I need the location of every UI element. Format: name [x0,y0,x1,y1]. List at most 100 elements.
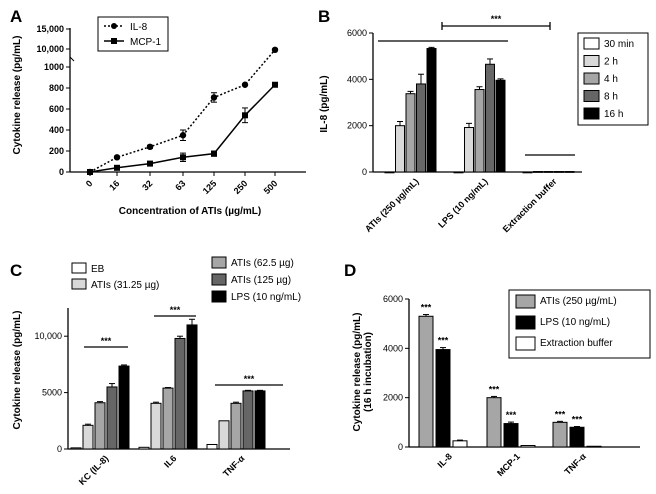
panel-a-legend-label-mcp-1: MCP-1 [130,37,162,48]
panel-d-bar-mcp-1-atis-250-g-ml [486,397,502,448]
panel-a-xtick-label: 16 [107,178,121,192]
panel-b-bar-atis-250-g-ml-4-h [405,93,416,173]
legend-swatch-4-h [583,72,600,85]
panel-a-ytick-label: 600 [49,104,64,114]
panel-c-bar-il6-atis-31-25-g [150,402,162,450]
panel-b-xtick-label: LPS (10 ng/mL) [436,176,489,229]
panel-c-bar-il6-atis-62-5-g [162,387,174,450]
panel-c-bar-kc-il-8-eb [70,447,82,450]
panel-a-xlabel: Concentration of ATIs (µg/mL) [119,206,261,217]
legend-swatch-atis-62-5-g [211,256,227,269]
panel-d-bar-il-8-atis-250-g-ml [418,315,434,448]
panel-d-bar-il-8-extraction-buffer [452,440,468,448]
panel-a-xtick-label: 0 [84,178,95,189]
panel-c-bar-tnf-atis-125-g [242,390,254,450]
panel-c-ylabel: Cytokine release (pg/mL) [12,311,23,430]
panel-b-ytick-label: 4000 [347,74,367,84]
legend-swatch-extraction-buffer [515,336,536,351]
panel-b-ytick-label: 2000 [347,121,367,131]
panel-a-point-il-8 [241,81,249,88]
panel-a-legend-marker-mcp-1 [111,38,117,44]
panel-c-ytick-label: 10,000 [34,331,62,341]
panel-b-bar-lps-10-ng-ml-30-min [453,171,464,174]
panel-a-xtick-label: 500 [262,178,280,196]
panel-c-bar-kc-il-8-atis-31-25-g [82,424,94,450]
panel-d-bar-tnf-lps-10-ng-ml [569,426,585,448]
panel-b-xtick-label: Extraction buffer [501,176,559,234]
panel-c-xtick-label: KC (IL-8) [77,453,111,487]
panel-a-xtick-label: 250 [232,178,250,196]
panel-d-bar-mcp-1-lps-10-ng-ml [503,423,519,448]
panel-d-ylabel: Cytokine release (pg/mL) [352,313,363,432]
panel-b-ytick-label: 6000 [347,28,367,38]
panel-d-xtick-label: IL-8 [436,451,454,469]
panel-c-bar-tnf-atis-62-5-g [230,402,242,450]
panel-d-significance: *** [421,303,432,313]
panel-b-bar-extraction-buffer-30-min [522,171,533,174]
panel-b-bar-lps-10-ng-ml-4-h [474,89,485,173]
legend-label-30-min: 30 min [604,39,634,50]
panel-c-significance: *** [244,374,255,384]
legend-label-extraction-buffer: Extraction buffer [540,338,613,349]
legend-label-atis-250-g-ml: ATIs (250 µg/mL) [540,296,617,307]
panel-a-xtick-label: 125 [201,178,219,196]
panel-a-ytick-label: 800 [49,83,64,93]
legend-label-8-h: 8 h [604,92,618,103]
panel-b-xtick-label: ATIs (250 µg/mL) [363,176,421,234]
panel-c-significance: *** [101,336,112,346]
panel-a-point-mcp-1 [114,164,120,171]
panel-a-ytick-label: 200 [49,146,64,156]
panel-a-line-chart: 0 200 400 600 800 1000 10,000 15,000 0 16 32 63 125 2… [36,16,306,196]
panel-b-bar-atis-250-g-ml-8-h [416,83,426,173]
panel-a-ytick-label: 15,000 [36,24,64,34]
panel-a-xtick-label: 63 [173,178,187,192]
panel-b-bar-extraction-buffer-4-h [543,171,554,173]
panel-c-bar-il6-lps-10-ng-ml [186,324,198,450]
panel-c-xtick-label: TNF-α [221,453,247,479]
panel-d-bar-tnf-atis-250-g-ml [552,421,568,448]
panel-letter-c: C [10,261,22,280]
panel-d-bar-mcp-1-extraction-buffer [520,445,536,448]
panel-a-axis-break [69,56,75,62]
panel-a-ytick-label: 1000 [44,62,64,72]
legend-swatch-atis-31-25-g [71,278,87,290]
panel-c-xtick-label: IL6 [162,453,178,469]
panel-c-ytick-label: 0 [57,444,62,454]
panel-a-ytick-label: 400 [49,125,64,135]
panel-d-ytick-label: 4000 [383,343,403,353]
legend-label-atis-31-25-g: ATIs (31.25 µg) [91,280,159,291]
panel-a-point-mcp-1 [147,160,153,167]
panel-b-bar-atis-250-g-ml-2-h [395,125,405,173]
panel-d-significance: *** [572,415,583,425]
legend-label-16-h: 16 h [604,109,623,120]
panel-a-point-mcp-1 [242,112,248,119]
panel-d-xtick-label: TNF-α [562,451,588,477]
panel-d-significance: *** [438,336,449,346]
panel-d-significance: *** [555,409,566,419]
panel-d-significance: *** [506,410,517,420]
legend-label-atis-125-g: ATIs (125 µg) [231,275,291,286]
panel-letter-b: B [318,7,330,26]
panel-d-ytick-label: 6000 [383,294,403,304]
panel-d-bar-chart: 0 2000 4000 6000 IL-8 MCP-1 TNF-α *** *** *** *** *… [383,289,651,478]
panel-b-ytick-label: 0 [362,167,367,177]
panel-letter-a: A [10,7,22,26]
panel-b-bar-extraction-buffer-16-h [564,171,575,173]
panel-b-bar-atis-250-g-ml-16-h [426,48,437,173]
legend-label-2-h: 2 h [604,57,618,68]
panel-c-bar-tnf-lps-10-ng-ml [254,390,266,450]
legend-swatch-eb [71,262,87,274]
panel-b-bar-extraction-buffer-8-h [554,171,564,173]
panel-b-bar-lps-10-ng-ml-2-h [464,127,474,173]
panel-d-bar-tnf-extraction-buffer [586,445,602,448]
panel-d-ylabel2: (16 h incubation) [363,332,374,412]
legend-label-lps-10-ng-ml: LPS (10 ng/mL) [231,292,301,303]
panel-c-significance: *** [170,305,181,315]
panel-d-ytick-label: 2000 [383,393,403,403]
panel-c-ytick-label: 5000 [42,388,62,398]
legend-label-lps-10-ng-ml: LPS (10 ng/mL) [540,317,610,328]
panel-b-ylabel: IL-8 (pg/mL) [319,75,330,132]
legend-label-eb: EB [91,264,105,275]
legend-swatch-lps-10-ng-ml [211,290,227,303]
